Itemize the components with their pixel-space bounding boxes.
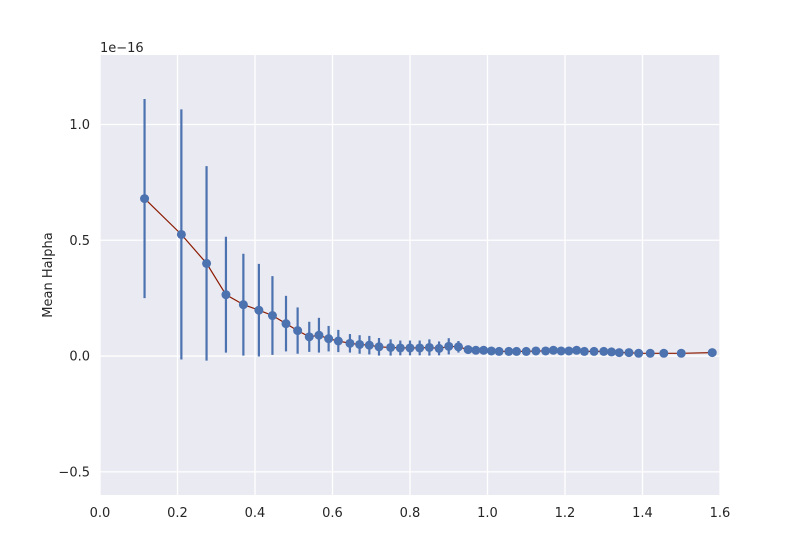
data-point xyxy=(707,348,717,358)
data-point xyxy=(471,345,481,355)
data-point xyxy=(453,342,463,352)
data-point xyxy=(512,346,522,356)
data-point xyxy=(444,341,454,351)
data-point xyxy=(424,342,434,352)
data-point xyxy=(521,346,531,356)
data-point xyxy=(589,346,599,356)
x-tick-label: 1.0 xyxy=(477,506,498,521)
data-point xyxy=(267,311,277,321)
x-tick-labels: 0.0 0.2 0.4 0.6 0.8 1.0 1.2 1.4 1.6 xyxy=(90,506,731,521)
data-point xyxy=(333,336,343,346)
data-point xyxy=(579,346,589,356)
data-point xyxy=(374,342,384,352)
data-point xyxy=(572,345,582,355)
data-point xyxy=(486,346,496,356)
data-point xyxy=(238,300,248,310)
data-point xyxy=(254,305,264,315)
data-point xyxy=(504,346,514,356)
data-point xyxy=(281,319,291,329)
data-point xyxy=(463,345,473,355)
y-tick-label: −0.5 xyxy=(58,465,90,480)
data-point xyxy=(324,334,334,344)
data-point xyxy=(176,229,186,239)
data-point xyxy=(140,194,150,204)
data-point xyxy=(541,346,551,356)
data-point xyxy=(304,332,314,342)
data-point xyxy=(676,348,686,358)
data-point xyxy=(645,348,655,358)
data-point xyxy=(395,343,405,353)
y-tick-labels: −0.5 0.0 0.5 1.0 xyxy=(58,118,90,480)
data-point xyxy=(434,343,444,353)
x-tick-label: 0.2 xyxy=(167,506,188,521)
data-point xyxy=(314,330,324,340)
data-point xyxy=(599,346,609,356)
x-tick-label: 0.0 xyxy=(90,506,111,521)
data-point xyxy=(494,346,504,356)
x-tick-label: 1.6 xyxy=(710,506,731,521)
data-point xyxy=(564,346,574,356)
x-tick-label: 1.2 xyxy=(555,506,576,521)
data-point xyxy=(405,343,415,353)
data-point xyxy=(614,348,624,358)
x-tick-label: 0.4 xyxy=(245,506,266,521)
data-point xyxy=(202,258,212,268)
y-tick-label: 0.5 xyxy=(69,234,90,249)
x-tick-label: 0.8 xyxy=(400,506,421,521)
data-points xyxy=(140,194,717,358)
data-point xyxy=(221,290,231,300)
data-point xyxy=(345,338,355,348)
x-tick-label: 1.4 xyxy=(632,506,653,521)
data-point xyxy=(624,348,634,358)
data-point xyxy=(293,326,303,336)
data-point xyxy=(556,346,566,356)
data-point xyxy=(659,348,669,358)
y-tick-label: 0.0 xyxy=(69,350,90,365)
data-point xyxy=(634,348,644,358)
data-point xyxy=(364,340,374,350)
x-tick-label: 0.6 xyxy=(322,506,343,521)
data-point xyxy=(355,339,365,349)
data-point xyxy=(479,345,489,355)
data-point xyxy=(548,345,558,355)
data-point xyxy=(386,342,396,352)
data-point xyxy=(531,346,541,356)
y-tick-label: 1.0 xyxy=(69,118,90,133)
y-axis-offset-label: 1e−16 xyxy=(100,41,144,56)
y-axis-label: Mean Halpha xyxy=(41,232,56,317)
data-point xyxy=(607,347,616,357)
data-point xyxy=(415,343,425,353)
